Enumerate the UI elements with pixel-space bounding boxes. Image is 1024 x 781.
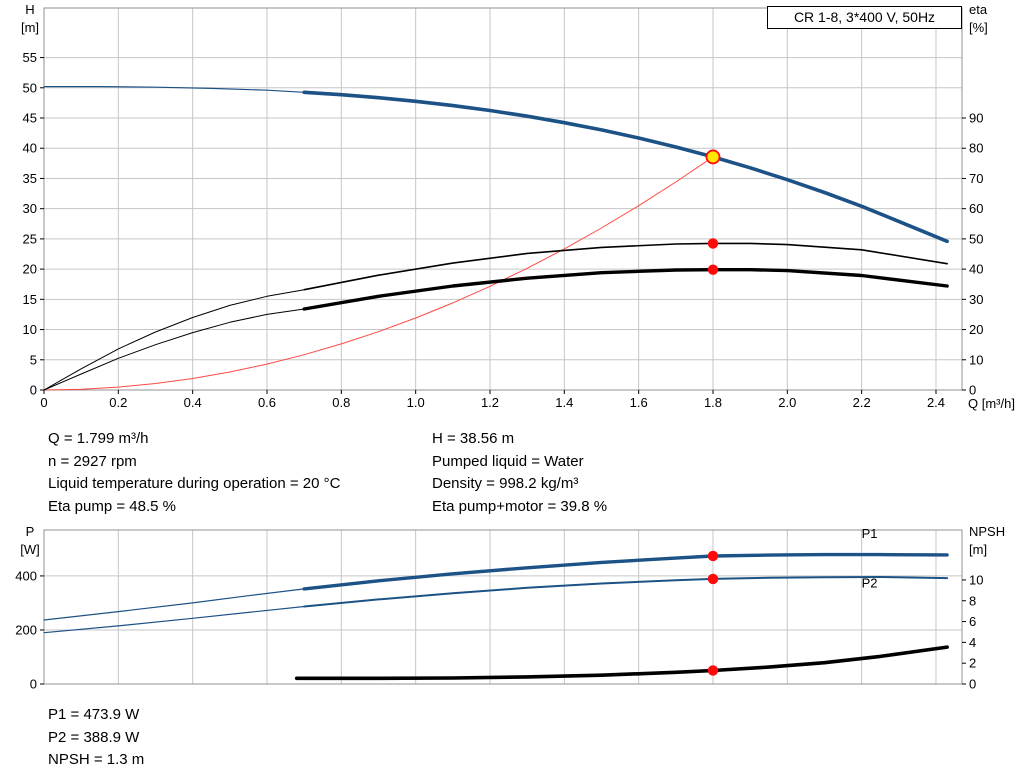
axis-text: 45 xyxy=(23,111,37,126)
axis-text: H xyxy=(25,2,34,17)
eta-pump-motor-point xyxy=(707,264,719,275)
axis-text: 40 xyxy=(969,262,983,277)
axis-text: 0 xyxy=(969,677,976,692)
qh-eta-chart: 0 0.2 0.4 0.6 0.8 1.0 1.2 1.4 1.6 1.8 2.0 2.2 2.4 Q [… xyxy=(21,2,1015,411)
info-line-q: Q = 1.799 m³/h xyxy=(48,430,149,447)
axis-text: 80 xyxy=(969,141,983,156)
p2-curve-inlet xyxy=(43,605,305,634)
axis-text: 1.8 xyxy=(704,395,722,410)
p2-point xyxy=(707,573,719,585)
axis-text: 6 xyxy=(969,614,976,629)
pump-model-label: CR 1-8, 3*400 V, 50Hz xyxy=(767,6,962,29)
axis-text: 2.0 xyxy=(778,395,796,410)
axis-text: 35 xyxy=(23,171,37,186)
axis-text: 25 xyxy=(23,231,37,246)
axis-text: [m] xyxy=(969,542,987,557)
info-line-p2: P2 = 388.9 W xyxy=(48,728,140,746)
system-curve xyxy=(43,156,714,391)
axis-text: 20 xyxy=(969,322,983,337)
axis-text: 10 xyxy=(969,572,983,587)
axis-text: 0 xyxy=(30,383,37,398)
info-line-p1: P1 = 473.9 W xyxy=(48,706,140,723)
info-line-eta-pump-motor: Eta pump+motor = 39.8 % xyxy=(432,497,608,515)
axis-text: 2.4 xyxy=(927,395,945,410)
axis-text: 55 xyxy=(23,50,37,65)
info-line-density: Density = 998.2 kg/m³ xyxy=(432,475,579,492)
axis-text: 10 xyxy=(969,352,983,367)
p2-curve xyxy=(303,576,949,608)
axis-text: 2.2 xyxy=(853,395,871,410)
axis-text: 0.6 xyxy=(258,395,276,410)
eta-pump-point xyxy=(707,238,719,249)
axis-text: 70 xyxy=(969,171,983,186)
power-npsh-info: P1 = 473.9 W P2 = 388.9 W NPSH = 1.3 m xyxy=(48,704,144,772)
axis-text: 60 xyxy=(969,201,983,216)
axis-text: 20 xyxy=(23,262,37,277)
axis-text: 10 xyxy=(23,322,37,337)
duty-point[interactable] xyxy=(705,149,721,165)
axis-text: P xyxy=(26,524,35,539)
axis-text: Q [m³/h] xyxy=(968,396,1015,411)
axis-text: [m] xyxy=(21,20,39,35)
axis-text: 1.6 xyxy=(630,395,648,410)
axis-text: 15 xyxy=(23,292,37,307)
axis-text: 30 xyxy=(969,292,983,307)
axis-text: eta xyxy=(969,2,988,17)
info-line-h: H = 38.56 m xyxy=(432,430,515,447)
axis-text: 0.8 xyxy=(332,395,350,410)
axis-text: 1.2 xyxy=(481,395,499,410)
eta-pump-curve-inlet xyxy=(43,289,305,391)
p1-curve-inlet xyxy=(43,588,305,621)
plot-frame xyxy=(43,529,963,685)
axis-text: 0.2 xyxy=(109,395,127,410)
axis-text: 0 xyxy=(40,395,47,410)
axis-text: 50 xyxy=(969,231,983,246)
curve-label-p1: P1 xyxy=(862,526,878,541)
axis-text: [%] xyxy=(969,20,988,35)
operating-point-info-right: H = 38.56 m Pumped liquid = Water Densit… xyxy=(432,428,607,518)
info-line-temperature: Liquid temperature during operation = 20… xyxy=(48,475,341,492)
axis-text: 4 xyxy=(969,635,976,650)
axis-text: 2 xyxy=(969,656,976,671)
operating-point-info-left: Q = 1.799 m³/h n = 2927 rpm Liquid tempe… xyxy=(48,428,340,518)
head-curve-inlet xyxy=(43,85,305,93)
axis-text: [W] xyxy=(20,542,40,557)
info-line-npsh: NPSH = 1.3 m xyxy=(48,751,145,768)
info-line-eta-pump: Eta pump = 48.5 % xyxy=(48,497,176,515)
axis-text: 1.0 xyxy=(407,395,425,410)
p1-curve xyxy=(302,552,949,591)
curve-label-p2: P2 xyxy=(862,575,878,590)
axis-text: 50 xyxy=(23,80,37,95)
axis-text: 0 xyxy=(969,383,976,398)
axis-text: 0.4 xyxy=(184,395,202,410)
plot-frame xyxy=(43,7,963,391)
head-curve xyxy=(302,90,949,244)
axis-text: 30 xyxy=(23,201,37,216)
axis-text: NPSH xyxy=(969,524,1005,539)
axis-text: 400 xyxy=(15,568,37,583)
axis-text: 5 xyxy=(30,352,37,367)
npsh-curve xyxy=(294,645,949,681)
eta-pump-curve xyxy=(303,242,948,291)
info-line-n: n = 2927 rpm xyxy=(48,452,137,470)
npsh-point xyxy=(707,665,719,676)
axis-text: 200 xyxy=(15,622,37,637)
eta-pump-motor-curve xyxy=(302,268,949,311)
axis-text: 90 xyxy=(969,111,983,126)
info-line-liquid: Pumped liquid = Water xyxy=(432,452,584,470)
axis-text: 1.4 xyxy=(555,395,573,410)
axis-text: 40 xyxy=(23,141,37,156)
axis-text: 8 xyxy=(969,593,976,608)
eta-pump-motor-curve-inlet xyxy=(43,308,305,391)
axis-text: 0 xyxy=(30,677,37,692)
power-npsh-chart: 0 200 400 0 2 4 6 8 10 P [W] NPSH [m] P1 P2 xyxy=(15,524,1005,692)
p1-point xyxy=(707,550,719,562)
